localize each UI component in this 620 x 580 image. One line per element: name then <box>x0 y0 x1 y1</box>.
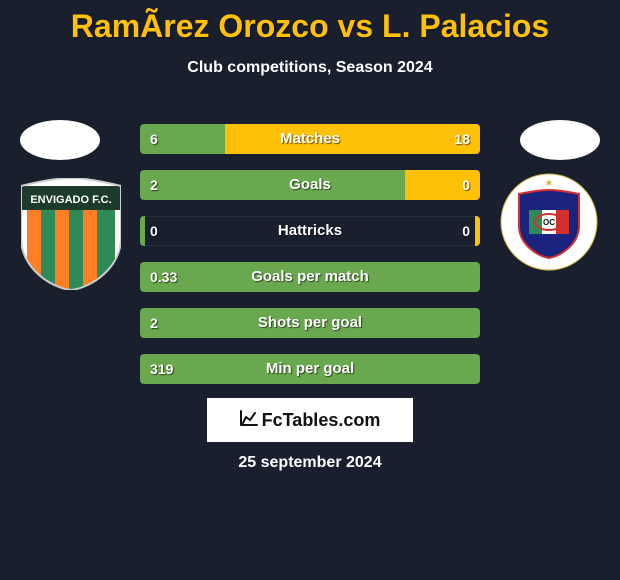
team-crest-right: ★ OC <box>499 172 599 272</box>
stat-label: Goals per match <box>140 262 480 292</box>
stat-label: Matches <box>140 124 480 154</box>
chart-icon <box>240 410 258 431</box>
stat-row: 00Hattricks <box>140 216 480 246</box>
svg-text:OC: OC <box>543 218 555 227</box>
player-avatar-left <box>20 120 100 160</box>
stats-container: 618Matches 20Goals 00Hattricks 0.33Goals pe… <box>140 124 480 400</box>
stat-row: 319Min per goal <box>140 354 480 384</box>
brand-box[interactable]: FcTables.com <box>207 398 413 442</box>
stat-label: Hattricks <box>140 216 480 246</box>
stat-row: 0.33Goals per match <box>140 262 480 292</box>
stat-row: 2Shots per goal <box>140 308 480 338</box>
stat-row: 618Matches <box>140 124 480 154</box>
stat-row: 20Goals <box>140 170 480 200</box>
date-text: 25 september 2024 <box>0 454 620 472</box>
subtitle: Club competitions, Season 2024 <box>0 59 620 77</box>
player-avatar-right <box>520 120 600 160</box>
stat-label: Goals <box>140 170 480 200</box>
brand-text: FcTables.com <box>262 410 381 431</box>
svg-text:★: ★ <box>545 178 554 189</box>
stat-label: Shots per goal <box>140 308 480 338</box>
crest-left-text: ENVIGADO F.C. <box>30 194 111 206</box>
stat-label: Min per goal <box>140 354 480 384</box>
team-crest-left: ENVIGADO F.C. <box>21 178 121 290</box>
page-title: RamÃ­rez Orozco vs L. Palacios <box>0 8 620 45</box>
